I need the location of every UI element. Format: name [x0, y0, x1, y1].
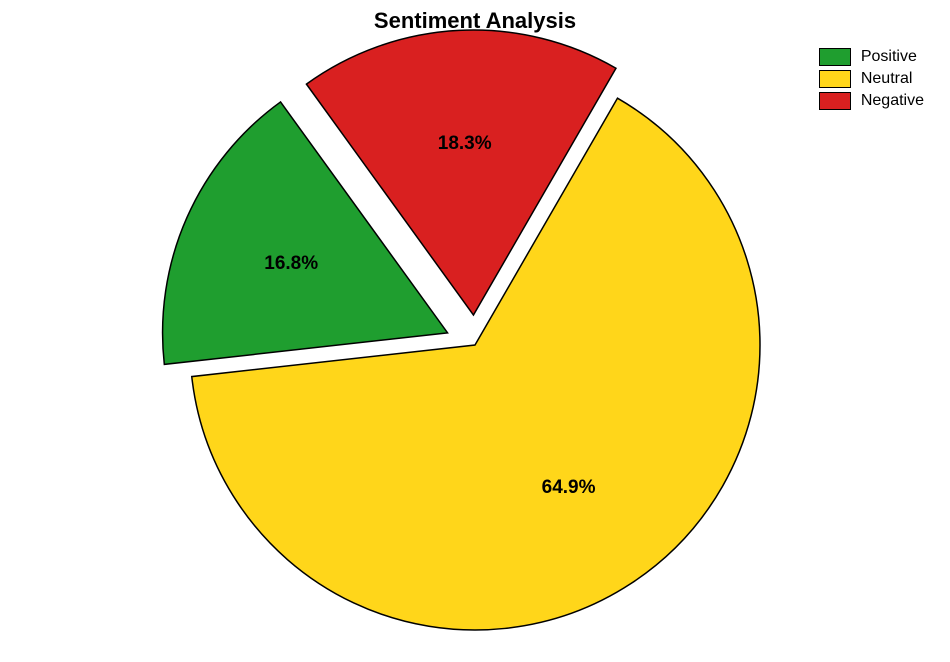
sentiment-pie-chart: Sentiment Analysis Positive Neutral Nega…: [0, 0, 950, 662]
pie-svg: [0, 0, 950, 662]
legend-item-positive: Positive: [819, 48, 924, 66]
legend-item-neutral: Neutral: [819, 70, 924, 88]
legend-label-positive: Positive: [861, 48, 917, 66]
legend-item-negative: Negative: [819, 92, 924, 110]
slice-label-positive: 16.8%: [264, 253, 318, 275]
legend-swatch-negative: [819, 92, 851, 110]
slice-label-neutral: 64.9%: [542, 477, 596, 499]
legend: Positive Neutral Negative: [819, 48, 924, 114]
legend-swatch-neutral: [819, 70, 851, 88]
legend-label-neutral: Neutral: [861, 70, 913, 88]
slice-label-negative: 18.3%: [438, 133, 492, 155]
legend-swatch-positive: [819, 48, 851, 66]
legend-label-negative: Negative: [861, 92, 924, 110]
